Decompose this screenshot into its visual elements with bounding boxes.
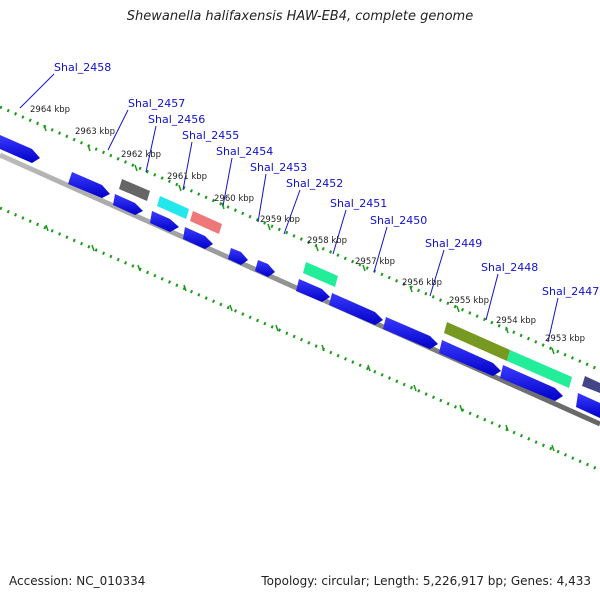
- tick-label: 2956 kbp: [402, 278, 442, 288]
- ruler-ticks: [43, 124, 555, 355]
- tick-label: 2954 kbp: [496, 316, 536, 326]
- tick-label: 2959 kbp: [260, 215, 300, 225]
- gene-labels: Shal_2458 Shal_2457 Shal_2456 Shal_2455 …: [54, 61, 599, 298]
- label-leaders: [19, 73, 559, 343]
- gene-arrow: [228, 248, 248, 265]
- tick-label: 2964 kbp: [30, 105, 70, 115]
- gene-label[interactable]: Shal_2452: [286, 177, 343, 190]
- gene-arrow: [329, 293, 383, 325]
- gene-label[interactable]: Shal_2455: [182, 129, 239, 142]
- gene-shal-2448-box: [507, 350, 572, 388]
- gene-label[interactable]: Shal_2456: [148, 113, 205, 126]
- gene-shal-2449-box: [444, 322, 510, 361]
- gene-label[interactable]: Shal_2450: [370, 214, 427, 227]
- gene-arrow: [296, 279, 330, 302]
- gene-label[interactable]: Shal_2451: [330, 197, 387, 210]
- gene-arrow: [255, 260, 275, 277]
- gene-arrow: [113, 194, 143, 215]
- gene-arrow: [500, 365, 563, 401]
- gene-shal-2455-box: [190, 211, 222, 234]
- gene-arrow: [576, 393, 600, 418]
- gene-label[interactable]: Shal_2453: [250, 161, 307, 174]
- gene-label[interactable]: Shal_2457: [128, 97, 185, 110]
- tick-label: 2961 kbp: [167, 172, 207, 182]
- gene-arrow: [0, 135, 40, 163]
- tick-labels: 2964 kbp 2963 kbp 2962 kbp 2961 kbp 2960…: [30, 105, 585, 344]
- gene-label[interactable]: Shal_2454: [216, 145, 273, 158]
- gene-arrow: [183, 227, 213, 249]
- gene-shal-2452-box: [303, 262, 338, 287]
- tick-label: 2962 kbp: [121, 150, 161, 160]
- tick-label: 2953 kbp: [545, 334, 585, 344]
- genome-summary: Topology: circular; Length: 5,226,917 bp…: [261, 574, 591, 588]
- gene-shal-2447-box: [582, 376, 600, 393]
- outer-dotted-ring: [0, 105, 600, 372]
- highlighted-genes: [119, 179, 600, 393]
- gene-label[interactable]: Shal_2449: [425, 237, 482, 250]
- gene-shal-2456-box: [157, 196, 189, 219]
- gene-label[interactable]: Shal_2448: [481, 261, 538, 274]
- tick-label: 2957 kbp: [355, 257, 395, 267]
- gene-arrow: [150, 211, 179, 232]
- tick-label: 2955 kbp: [449, 296, 489, 306]
- tick-label: 2963 kbp: [75, 127, 115, 137]
- forward-strand-genes: [0, 135, 600, 418]
- map-title: Shewanella halifaxensis HAW-EB4, complet…: [126, 9, 474, 24]
- gene-arrow: [68, 172, 110, 198]
- gene-label[interactable]: Shal_2447: [542, 285, 599, 298]
- tick-label: 2960 kbp: [214, 194, 254, 204]
- gene-arrow: [439, 340, 501, 376]
- gene-shal-2457-box: [119, 179, 150, 201]
- inner-ruler-ticks: [45, 224, 555, 452]
- tick-label: 2958 kbp: [307, 236, 347, 246]
- gene-arrow: [383, 317, 438, 349]
- inner-dotted-ring: [0, 206, 600, 472]
- gene-label[interactable]: Shal_2458: [54, 61, 111, 74]
- accession-label: Accession: NC_010334: [9, 574, 146, 588]
